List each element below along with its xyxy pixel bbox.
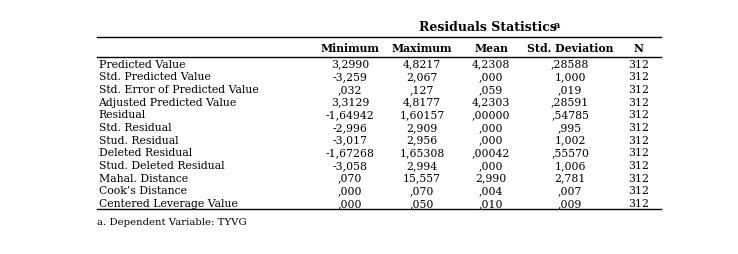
Text: Stud. Deleted Residual: Stud. Deleted Residual xyxy=(99,160,224,170)
Text: N: N xyxy=(634,43,644,54)
Text: Residuals Statistics: Residuals Statistics xyxy=(418,21,556,34)
Text: ,28588: ,28588 xyxy=(551,59,590,69)
Text: ,019: ,019 xyxy=(558,85,582,94)
Text: ,127: ,127 xyxy=(410,85,434,94)
Text: Predicted Value: Predicted Value xyxy=(99,59,185,69)
Text: 4,2303: 4,2303 xyxy=(472,97,510,107)
Text: ,55570: ,55570 xyxy=(551,148,589,158)
Text: 312: 312 xyxy=(629,59,649,69)
Text: 3,2990: 3,2990 xyxy=(331,59,369,69)
Text: 312: 312 xyxy=(629,97,649,107)
Text: ,54785: ,54785 xyxy=(551,110,589,120)
Text: ,004: ,004 xyxy=(479,185,503,196)
Text: -2,996: -2,996 xyxy=(332,122,368,132)
Text: 4,8217: 4,8217 xyxy=(403,59,441,69)
Text: a. Dependent Variable: TYVG: a. Dependent Variable: TYVG xyxy=(97,217,246,226)
Text: Mahal. Distance: Mahal. Distance xyxy=(99,173,187,183)
Text: Adjusted Predicted Value: Adjusted Predicted Value xyxy=(99,97,237,107)
Text: Std. Residual: Std. Residual xyxy=(99,122,171,132)
Text: 312: 312 xyxy=(629,72,649,82)
Text: Residual: Residual xyxy=(99,110,146,120)
Text: ,000: ,000 xyxy=(479,72,503,82)
Text: ,032: ,032 xyxy=(337,85,362,94)
Text: 1,60157: 1,60157 xyxy=(399,110,445,120)
Text: ,995: ,995 xyxy=(558,122,582,132)
Text: Std. Error of Predicted Value: Std. Error of Predicted Value xyxy=(99,85,258,94)
Text: 312: 312 xyxy=(629,160,649,170)
Text: 1,002: 1,002 xyxy=(554,135,586,145)
Text: Centered Leverage Value: Centered Leverage Value xyxy=(99,198,238,208)
Text: Std. Deviation: Std. Deviation xyxy=(527,43,613,54)
Text: ,009: ,009 xyxy=(558,198,582,208)
Text: 4,8177: 4,8177 xyxy=(403,97,441,107)
Text: 312: 312 xyxy=(629,148,649,158)
Text: Mean: Mean xyxy=(474,43,508,54)
Text: ,007: ,007 xyxy=(558,185,582,196)
Text: 2,781: 2,781 xyxy=(554,173,586,183)
Text: ,059: ,059 xyxy=(479,85,503,94)
Text: ,28591: ,28591 xyxy=(551,97,589,107)
Text: 312: 312 xyxy=(629,110,649,120)
Text: 2,067: 2,067 xyxy=(407,72,438,82)
Text: 312: 312 xyxy=(629,85,649,94)
Text: Deleted Residual: Deleted Residual xyxy=(99,148,192,158)
Text: ,000: ,000 xyxy=(479,135,503,145)
Text: ,000: ,000 xyxy=(479,122,503,132)
Text: Cook’s Distance: Cook’s Distance xyxy=(99,185,187,196)
Text: 2,990: 2,990 xyxy=(475,173,506,183)
Text: ,00042: ,00042 xyxy=(472,148,510,158)
Text: ,070: ,070 xyxy=(410,185,434,196)
Text: 2,909: 2,909 xyxy=(407,122,438,132)
Text: -3,017: -3,017 xyxy=(332,135,368,145)
Text: 2,956: 2,956 xyxy=(407,135,438,145)
Text: -3,058: -3,058 xyxy=(332,160,368,170)
Text: Maximum: Maximum xyxy=(392,43,452,54)
Text: ,000: ,000 xyxy=(337,198,362,208)
Text: ,050: ,050 xyxy=(410,198,434,208)
Text: ,010: ,010 xyxy=(479,198,503,208)
Text: 2,994: 2,994 xyxy=(407,160,438,170)
Text: -1,64942: -1,64942 xyxy=(325,110,374,120)
Text: ,00000: ,00000 xyxy=(472,110,510,120)
Text: 312: 312 xyxy=(629,198,649,208)
Text: a: a xyxy=(554,21,559,30)
Text: 3,3129: 3,3129 xyxy=(331,97,369,107)
Text: ,000: ,000 xyxy=(337,185,362,196)
Text: 15,557: 15,557 xyxy=(403,173,441,183)
Text: -1,67268: -1,67268 xyxy=(325,148,374,158)
Text: 4,2308: 4,2308 xyxy=(472,59,510,69)
Text: 312: 312 xyxy=(629,185,649,196)
Text: ,070: ,070 xyxy=(338,173,362,183)
Text: Minimum: Minimum xyxy=(320,43,379,54)
Text: ,000: ,000 xyxy=(479,160,503,170)
Text: -3,259: -3,259 xyxy=(332,72,368,82)
Text: 1,006: 1,006 xyxy=(554,160,586,170)
Text: Stud. Residual: Stud. Residual xyxy=(99,135,178,145)
Text: Std. Predicted Value: Std. Predicted Value xyxy=(99,72,210,82)
Text: 312: 312 xyxy=(629,173,649,183)
Text: 312: 312 xyxy=(629,135,649,145)
Text: 1,65308: 1,65308 xyxy=(399,148,445,158)
Text: 312: 312 xyxy=(629,122,649,132)
Text: 1,000: 1,000 xyxy=(554,72,586,82)
